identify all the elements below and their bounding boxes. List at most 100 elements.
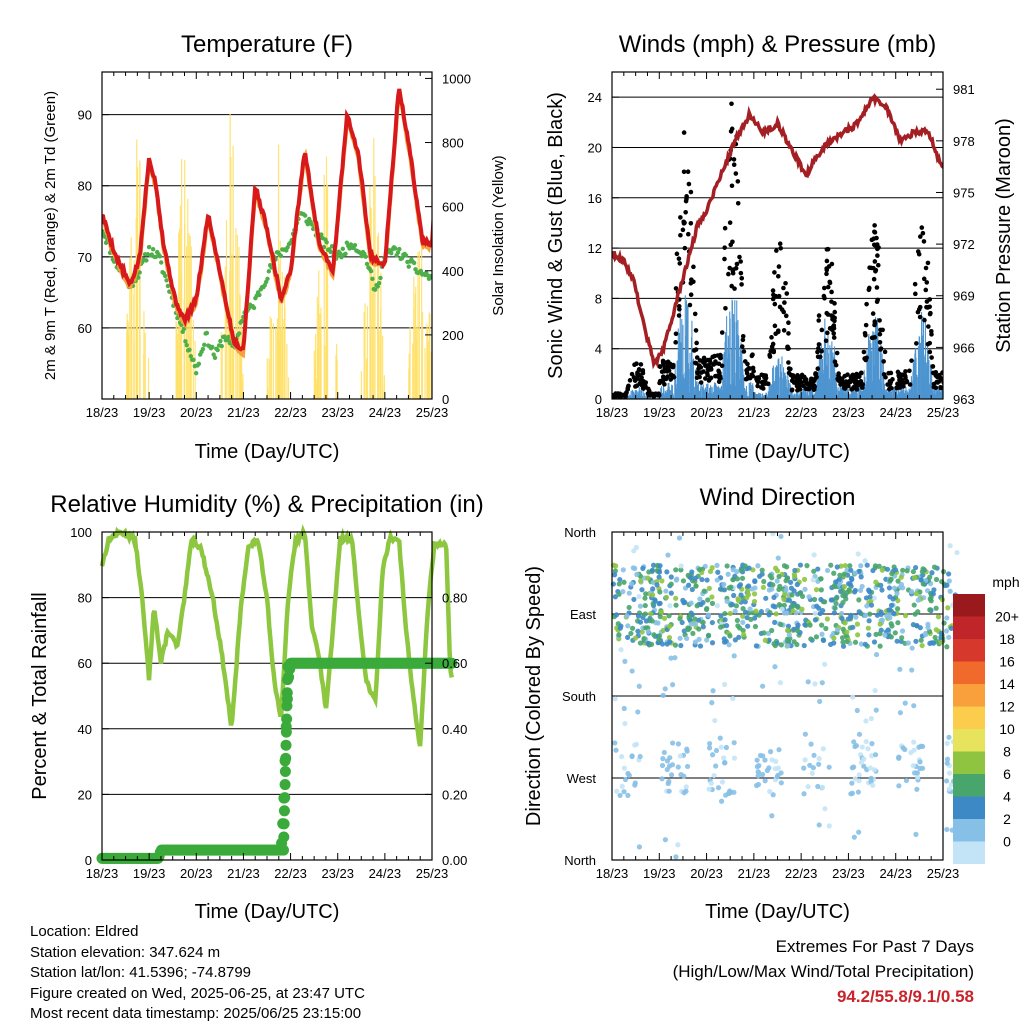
direction-point <box>692 575 698 581</box>
direction-point <box>855 632 861 638</box>
direction-point <box>850 624 856 630</box>
direction-point <box>772 619 778 625</box>
gust-point <box>845 382 850 387</box>
direction-point <box>909 667 915 673</box>
gust-point <box>634 376 640 382</box>
dewpoint-point <box>433 272 437 276</box>
direction-point <box>854 621 861 627</box>
direction-point <box>752 623 759 630</box>
gust-point <box>916 251 922 257</box>
x-tick-label: 24/23 <box>369 866 402 881</box>
direction-point <box>633 741 640 747</box>
gust-point <box>701 355 707 361</box>
direction-point <box>862 612 869 619</box>
gust-point <box>799 372 805 378</box>
dewpoint-point <box>352 242 358 248</box>
gust-point <box>692 360 698 366</box>
direction-point <box>731 592 737 599</box>
direction-point <box>637 603 643 609</box>
direction-point <box>771 594 777 601</box>
gust-point <box>750 365 756 371</box>
direction-point <box>617 625 623 631</box>
direction-title: Wind Direction <box>699 484 855 511</box>
dewpoint-point <box>375 284 381 289</box>
direction-point <box>785 623 792 629</box>
direction-point <box>673 567 679 573</box>
direction-point <box>638 578 644 584</box>
direction-point <box>946 786 952 792</box>
direction-point <box>894 606 901 612</box>
direction-point <box>826 764 832 770</box>
direction-point <box>656 569 663 575</box>
direction-point <box>767 788 773 795</box>
gust-point <box>738 270 744 276</box>
gust-point <box>958 361 963 366</box>
temperature-title: Temperature (F) <box>181 31 353 58</box>
legend-swatch <box>953 751 985 774</box>
direction-point <box>889 571 895 577</box>
gust-point <box>629 371 635 377</box>
gust-point <box>695 370 701 376</box>
direction-point <box>685 626 691 633</box>
gust-point <box>741 349 747 354</box>
direction-point <box>815 566 821 572</box>
direction-point <box>670 682 676 688</box>
gust-point <box>952 377 957 382</box>
direction-point <box>755 773 761 779</box>
rainfall-point <box>279 792 291 804</box>
direction-point <box>816 761 822 767</box>
gust-point <box>845 372 850 377</box>
gust-point <box>827 280 833 286</box>
direction-point <box>642 611 648 617</box>
dewpoint-point <box>222 334 227 339</box>
direction-point <box>751 591 758 597</box>
gust-point <box>737 254 742 260</box>
dewpoint-point <box>137 270 142 275</box>
gust-point <box>673 331 679 337</box>
direction-point <box>852 570 858 576</box>
direction-point <box>666 634 673 641</box>
direction-point <box>813 634 820 640</box>
direction-point <box>668 655 674 661</box>
direction-point <box>638 573 644 580</box>
direction-point <box>944 760 950 766</box>
direction-point <box>753 643 759 649</box>
direction-point <box>616 632 622 638</box>
direction-point <box>657 563 663 569</box>
gust-point <box>816 342 822 347</box>
direction-point <box>663 588 669 594</box>
gust-point <box>959 306 964 311</box>
gust-point <box>888 370 894 376</box>
direction-point <box>902 613 909 619</box>
direction-point <box>637 640 644 646</box>
direction-point <box>797 590 803 596</box>
direction-point <box>660 627 666 634</box>
direction-point <box>762 778 768 784</box>
gust-point <box>681 169 687 175</box>
direction-point <box>677 616 683 622</box>
y-right-tick-label: 1000 <box>442 71 471 86</box>
direction-point <box>668 772 675 778</box>
gust-point <box>903 369 908 374</box>
direction-point <box>847 563 853 569</box>
station-location: Location: Eldred <box>30 923 139 940</box>
gust-point <box>830 327 835 333</box>
gust-point <box>872 223 877 228</box>
direction-point <box>668 581 674 587</box>
gust-point <box>632 362 637 368</box>
direction-point <box>642 595 648 601</box>
gust-point <box>863 357 869 363</box>
dewpoint-point <box>406 264 411 269</box>
winds-ylabel-right: Station Pressure (Maroon) <box>993 118 1015 353</box>
direction-point <box>717 586 724 592</box>
gust-point <box>881 372 887 377</box>
gust-point <box>815 349 820 355</box>
x-tick-label: 20/23 <box>180 866 213 881</box>
direction-point <box>851 589 858 595</box>
direction-point <box>746 565 752 571</box>
gust-point <box>877 331 883 337</box>
y-tick-label: 20 <box>588 140 602 155</box>
gust-point <box>948 375 953 380</box>
direction-point <box>678 567 684 573</box>
direction-point <box>767 573 773 579</box>
